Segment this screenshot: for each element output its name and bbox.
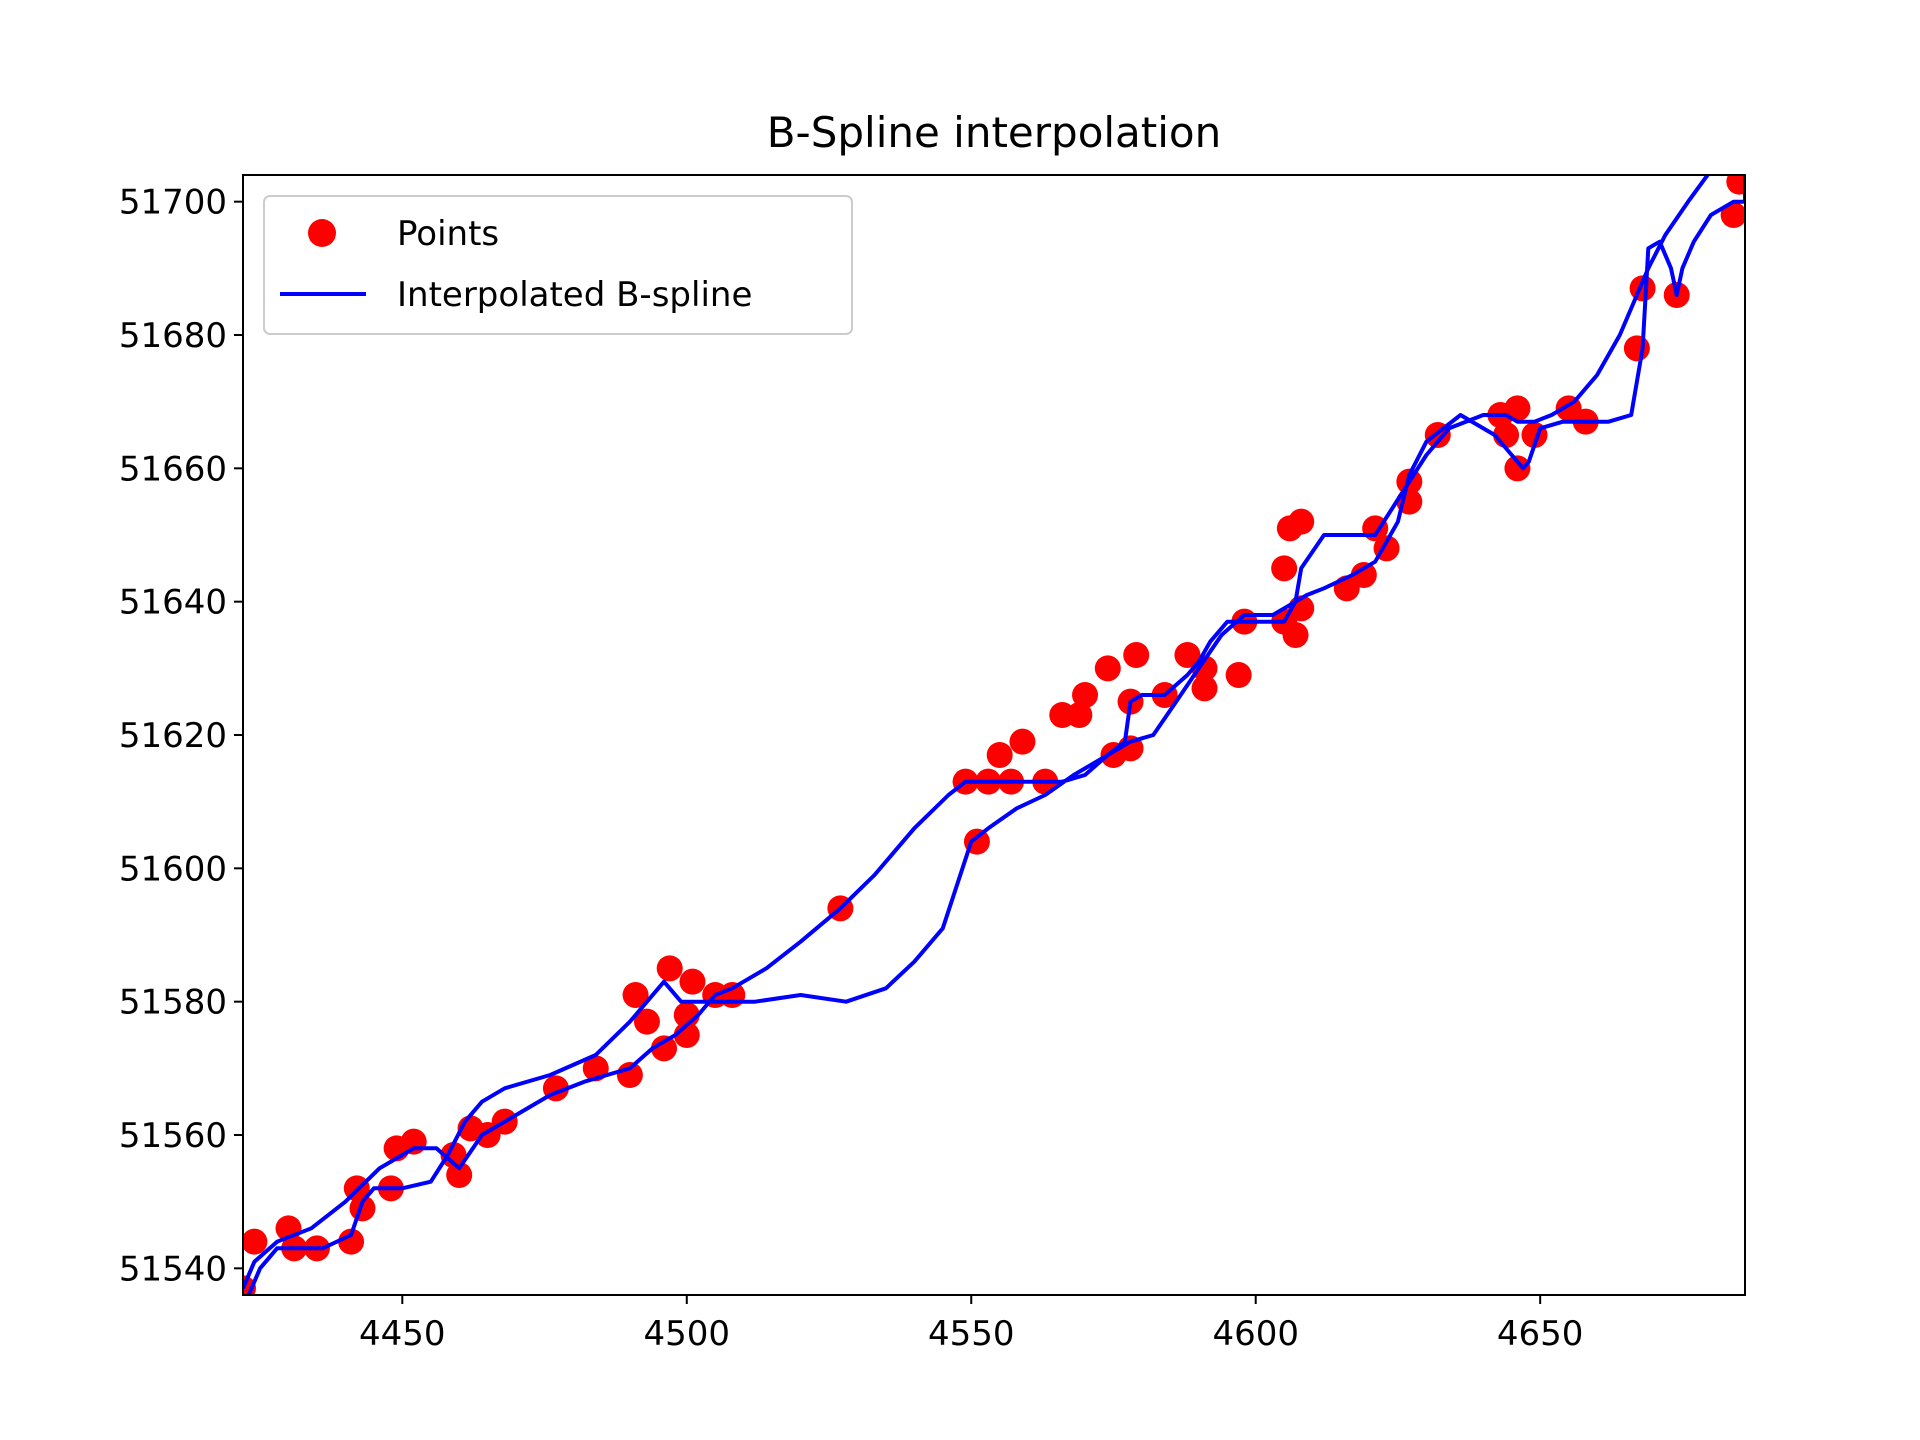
data-point bbox=[1726, 175, 1745, 195]
data-point bbox=[400, 1128, 427, 1155]
y-tick-label: 51700 bbox=[119, 183, 227, 223]
y-tick-label: 51580 bbox=[119, 983, 227, 1023]
y-tick-label: 51600 bbox=[119, 849, 227, 889]
data-point bbox=[1288, 508, 1315, 535]
y-tick-label: 51560 bbox=[119, 1116, 227, 1156]
data-point bbox=[440, 1142, 467, 1168]
legend-spline-label: Interpolated B-spline bbox=[397, 275, 752, 315]
x-tick-label: 4600 bbox=[1212, 1314, 1299, 1354]
legend-box bbox=[263, 195, 853, 335]
x-tick-label: 4500 bbox=[644, 1314, 731, 1354]
x-axis: 4450 4500 4550 4600 4650 bbox=[359, 1295, 1583, 1354]
legend: Points Interpolated B-spline bbox=[263, 195, 853, 335]
x-tick-label: 4650 bbox=[1497, 1314, 1584, 1354]
y-axis: 51540 51560 51580 51600 51620 51640 51660 51680… bbox=[119, 183, 243, 1289]
legend-points-label: Points bbox=[397, 214, 499, 254]
series-layer bbox=[243, 175, 1745, 1295]
data-point bbox=[1066, 702, 1093, 728]
data-point bbox=[1191, 675, 1218, 702]
spline-line bbox=[243, 175, 1745, 1295]
y-tick-label: 51680 bbox=[119, 316, 227, 356]
data-point bbox=[1225, 662, 1252, 688]
data-point bbox=[986, 742, 1013, 768]
y-tick-label: 51540 bbox=[119, 1249, 227, 1289]
data-point bbox=[1720, 202, 1745, 228]
data-point bbox=[1504, 455, 1531, 482]
data-point bbox=[1123, 642, 1150, 668]
data-point bbox=[1282, 622, 1309, 648]
data-point bbox=[656, 955, 683, 982]
data-point bbox=[633, 1008, 660, 1035]
x-tick-label: 4450 bbox=[359, 1314, 446, 1354]
data-point bbox=[679, 968, 706, 995]
chart-title: B-Spline interpolation bbox=[767, 108, 1222, 157]
data-point bbox=[719, 982, 746, 1008]
data-point bbox=[243, 1228, 268, 1255]
data-point bbox=[1072, 682, 1099, 708]
plot-area bbox=[243, 175, 1745, 1295]
data-point bbox=[1271, 555, 1298, 582]
data-point bbox=[446, 1162, 473, 1188]
data-point bbox=[1504, 395, 1531, 422]
data-point bbox=[1094, 655, 1121, 682]
data-point bbox=[622, 982, 649, 1008]
data-point bbox=[651, 1035, 678, 1062]
legend-points-marker bbox=[308, 219, 336, 247]
y-tick-label: 51620 bbox=[119, 716, 227, 756]
x-tick-label: 4550 bbox=[928, 1314, 1015, 1354]
data-point bbox=[1009, 728, 1036, 755]
data-point bbox=[338, 1228, 365, 1255]
axes-background bbox=[243, 175, 1745, 1295]
y-tick-label: 51660 bbox=[119, 449, 227, 489]
data-point bbox=[1623, 335, 1650, 362]
data-point bbox=[1350, 562, 1377, 588]
y-tick-label: 51640 bbox=[119, 583, 227, 623]
